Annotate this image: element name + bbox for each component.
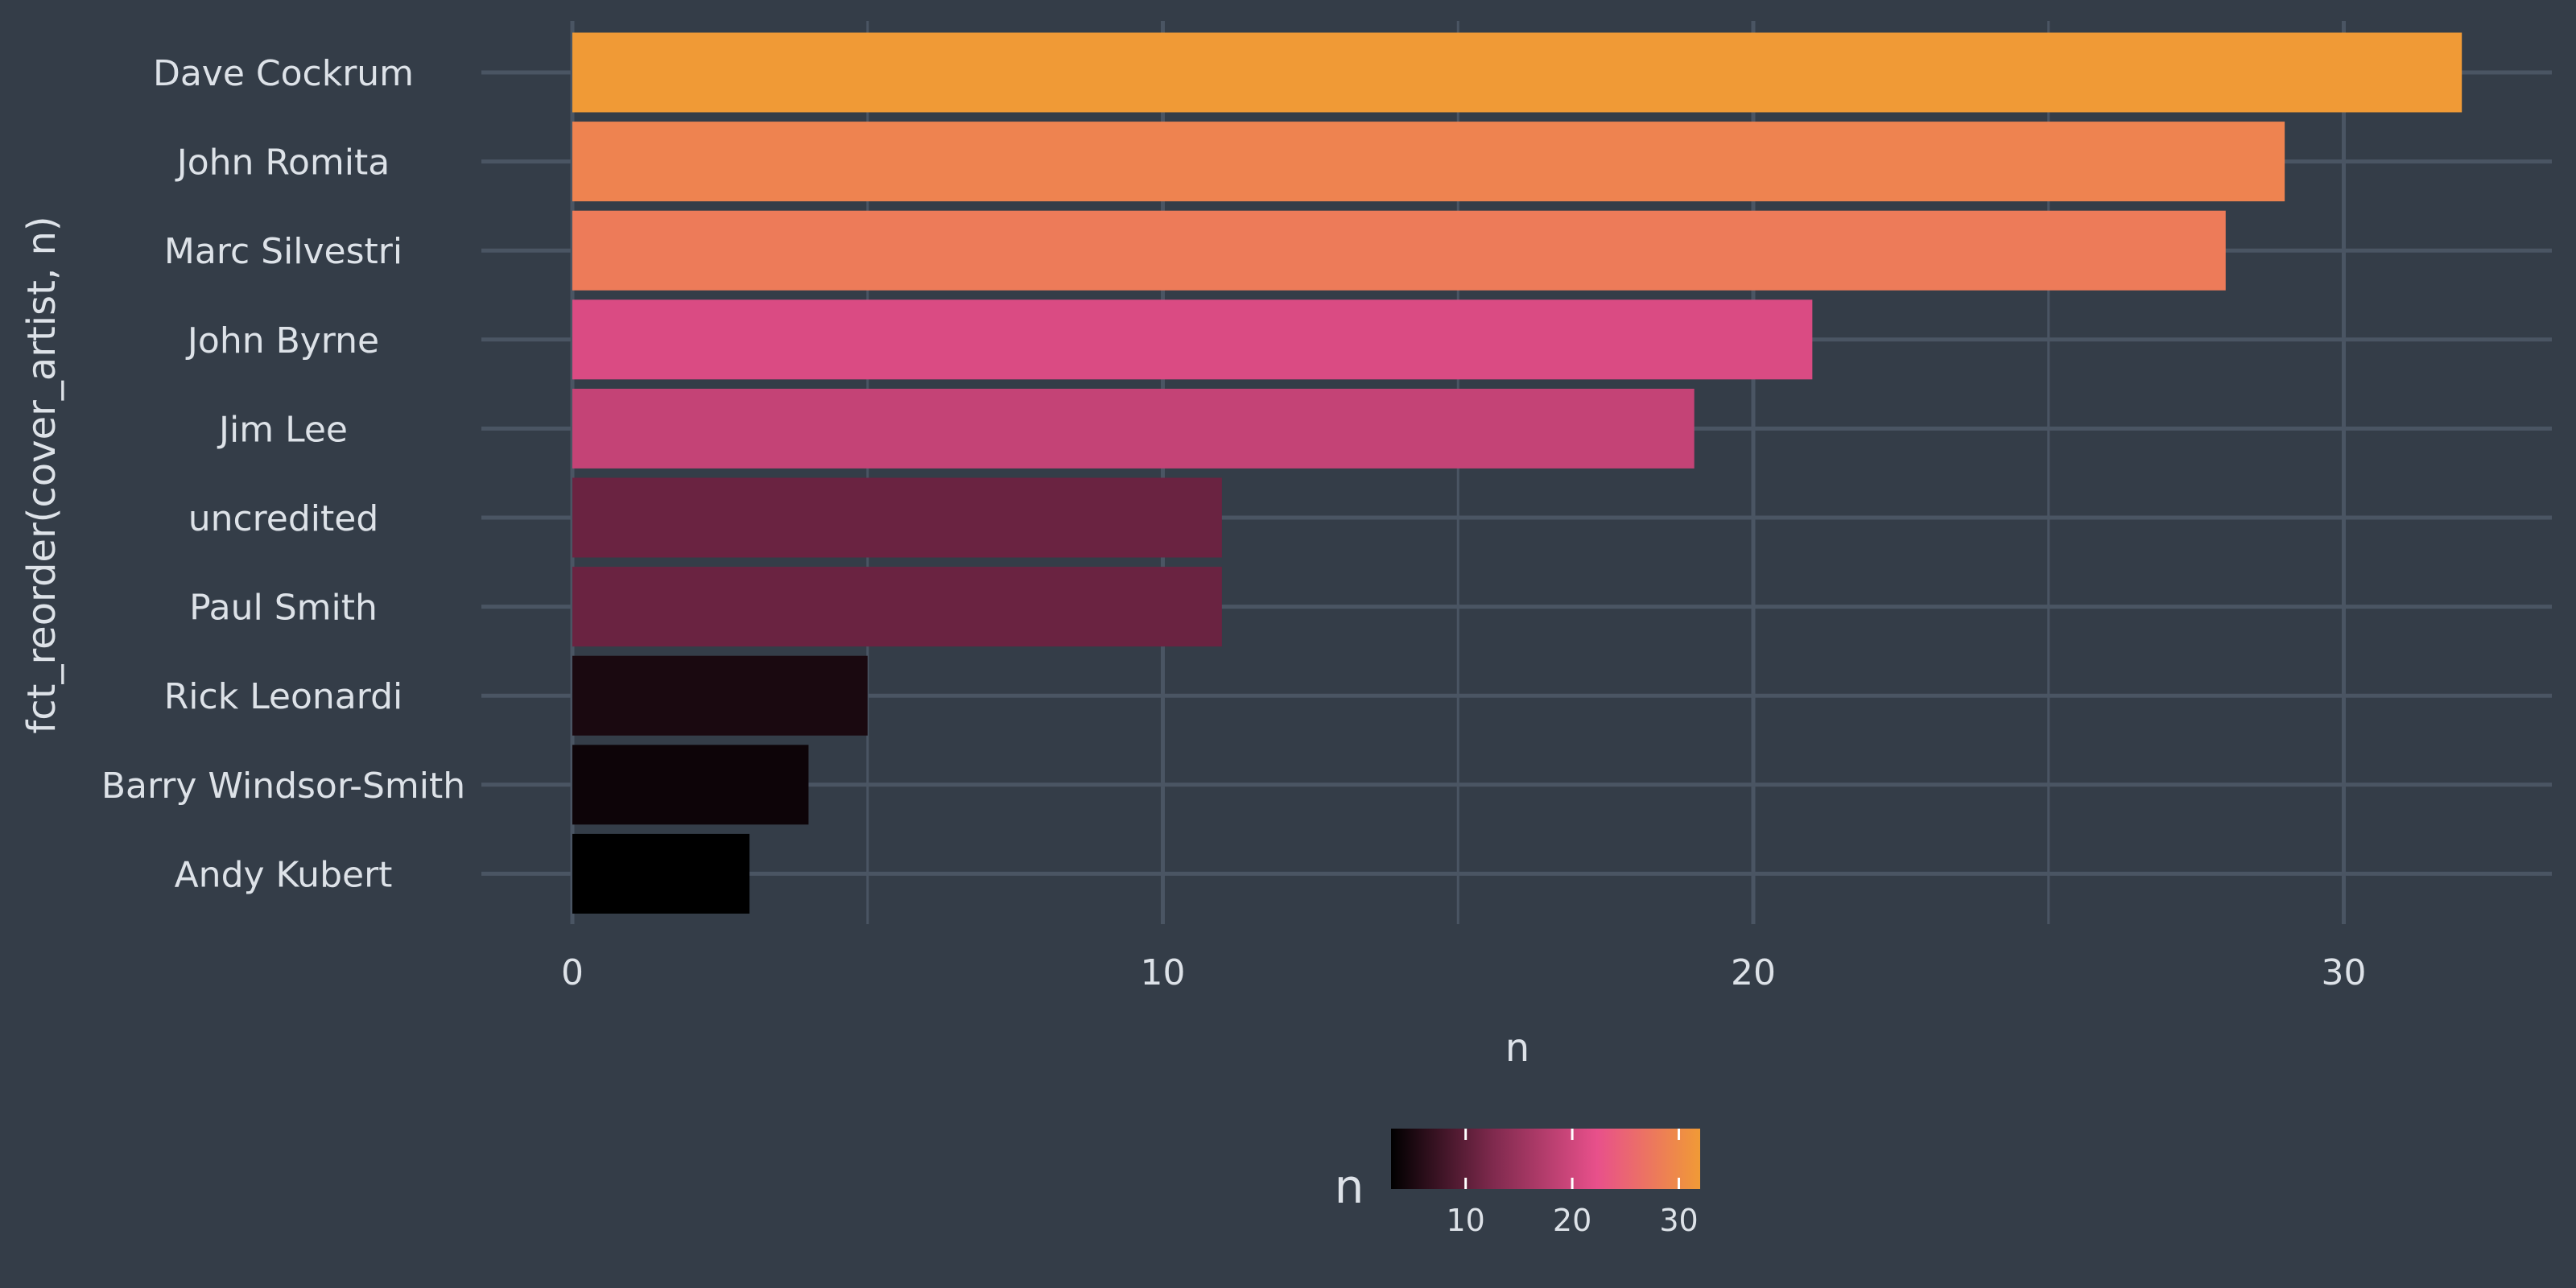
- bar: [572, 833, 750, 914]
- x-tick-label: 20: [1731, 952, 1776, 993]
- y-axis-tick-labels: Dave Cockrum John Romita Marc Silvestri Joh…: [101, 53, 465, 895]
- y-tick-label: Marc Silvestri: [164, 231, 402, 272]
- x-tick-label: 0: [561, 952, 584, 993]
- y-tick-label: uncredited: [188, 498, 379, 539]
- y-tick-label: Paul Smith: [189, 588, 378, 629]
- legend: n 10 20 30: [1335, 1129, 1700, 1238]
- bar: [572, 299, 1813, 380]
- bar: [572, 388, 1695, 469]
- y-tick-label: John Romita: [175, 142, 390, 184]
- bars: [572, 32, 2462, 914]
- legend-ticks: 10 20 30: [1447, 1129, 1699, 1238]
- legend-tick-label: 30: [1659, 1203, 1698, 1238]
- bar: [572, 477, 1222, 558]
- bar: [572, 32, 2462, 113]
- bar: [572, 655, 868, 736]
- y-tick-label: Barry Windsor-Smith: [101, 766, 465, 807]
- legend-tick-label: 10: [1447, 1203, 1485, 1238]
- y-tick-label: John Byrne: [185, 320, 379, 361]
- y-tick-label: Rick Leonardi: [164, 676, 403, 717]
- y-axis-title: fct_reorder(cover_artist, n): [19, 216, 64, 733]
- x-axis-title: n: [1505, 1026, 1530, 1071]
- y-tick-label: Jim Lee: [217, 409, 348, 450]
- legend-tick-label: 20: [1553, 1203, 1591, 1238]
- x-tick-label: 30: [2322, 952, 2367, 993]
- legend-colorbar: [1391, 1129, 1700, 1189]
- x-axis-tick-labels: 0 10 20 30: [561, 952, 2367, 993]
- x-tick-label: 10: [1141, 952, 1186, 993]
- bar: [572, 122, 2285, 202]
- y-tick-label: Andy Kubert: [175, 854, 393, 895]
- bar: [572, 210, 2226, 291]
- y-tick-label: Dave Cockrum: [153, 53, 414, 94]
- bar: [572, 745, 809, 825]
- legend-title: n: [1335, 1159, 1364, 1214]
- bar: [572, 567, 1222, 647]
